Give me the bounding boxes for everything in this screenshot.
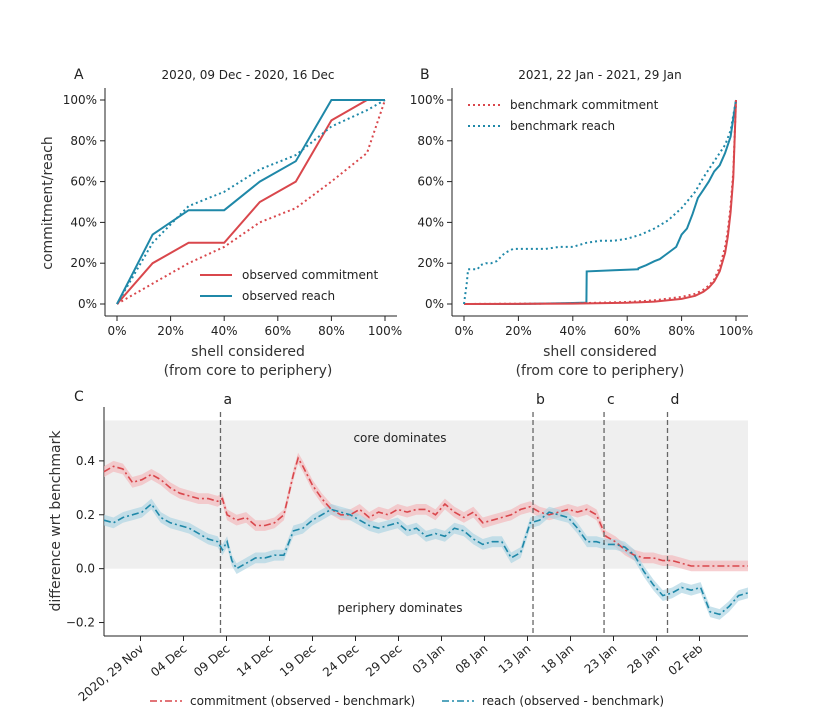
panel-b-xlabel-line1: shell considered (543, 344, 657, 360)
x-tick-label: 0% (454, 324, 473, 338)
x-tick-label: 09 Dec (191, 642, 232, 680)
periphery-dominates-label: periphery dominates (337, 601, 462, 615)
x-tick-label: 100% (368, 324, 402, 338)
event-label-d: d (671, 392, 680, 408)
y-tick-label: 20% (417, 256, 444, 270)
y-tick-label: 100% (410, 93, 444, 107)
x-tick-label: 20% (505, 324, 532, 338)
x-tick-label: 02 Feb (666, 642, 706, 679)
legend-label: commitment (observed - benchmark) (190, 694, 415, 708)
confidence-band (104, 498, 748, 620)
core-dominates-label: core dominates (353, 431, 446, 445)
panel-b-legend: benchmark commitment benchmark reach (468, 98, 659, 133)
panel-c: C difference wrt benchmark core dominate… (48, 389, 749, 708)
x-tick-label: 100% (719, 324, 753, 338)
y-tick-label: 60% (70, 175, 97, 189)
legend-label: observed commitment (242, 268, 378, 282)
panel-b-letter: B (420, 67, 430, 83)
legend-label: benchmark commitment (510, 98, 659, 112)
y-tick-label: 100% (63, 93, 97, 107)
x-tick-label: 04 Dec (148, 642, 189, 680)
x-tick-label: 29 Dec (363, 642, 404, 680)
y-tick-label: 0.0 (76, 562, 95, 576)
y-tick-label: 80% (417, 134, 444, 148)
x-tick-label: 14 Dec (234, 642, 275, 680)
x-tick-label: 23 Jan (582, 642, 620, 677)
x-tick-label: 0% (107, 324, 126, 338)
x-tick-label: 2020, 29 Nov (76, 642, 147, 705)
panel-a-xlabel-line1: shell considered (191, 344, 305, 360)
x-tick-label: 08 Jan (453, 642, 491, 677)
panel-a-ylabel: commitment/reach (40, 136, 56, 269)
panel-b-xlabel-line2: (from core to periphery) (516, 363, 685, 379)
panel-a-xlabel-line2: (from core to periphery) (164, 363, 333, 379)
x-tick-label: 40% (559, 324, 586, 338)
panel-a-letter: A (74, 67, 84, 83)
panel-c-legend: commitment (observed - benchmark) reach (… (150, 694, 664, 708)
series-reach-observed-benchmark- (103, 502, 749, 616)
x-tick-label: 28 Jan (625, 642, 663, 677)
x-tick-label: 60% (264, 324, 291, 338)
y-tick-label: 0.4 (76, 454, 95, 468)
series-observed-commitment (463, 99, 737, 305)
x-tick-label: 40% (211, 324, 238, 338)
confidence-band (104, 452, 748, 572)
x-tick-label: 60% (614, 324, 641, 338)
x-tick-label: 19 Dec (277, 642, 318, 680)
y-tick-label: 20% (70, 256, 97, 270)
panel-a-title: 2020, 09 Dec - 2020, 16 Dec (162, 68, 335, 82)
event-label-a: a (223, 392, 232, 408)
panel-a: A 2020, 09 Dec - 2020, 16 Dec commitment… (40, 67, 402, 379)
panel-b-title: 2021, 22 Jan - 2021, 29 Jan (518, 68, 681, 82)
x-tick-label: 80% (318, 324, 345, 338)
event-label-c: c (607, 392, 615, 408)
panel-c-ylabel: difference wrt benchmark (48, 430, 64, 612)
x-tick-label: 13 Jan (496, 642, 534, 677)
panel-c-letter: C (74, 389, 84, 405)
legend-label: observed reach (242, 289, 335, 303)
legend-label: reach (observed - benchmark) (482, 694, 664, 708)
x-tick-label: 24 Dec (320, 642, 361, 680)
legend-label: benchmark reach (510, 119, 615, 133)
x-tick-label: 80% (668, 324, 695, 338)
series-benchmark-reach (463, 99, 737, 305)
panel-b: B 2021, 22 Jan - 2021, 29 Jan shell cons… (410, 67, 753, 379)
panel-a-legend: observed commitment observed reach (200, 268, 378, 303)
y-tick-label: 80% (70, 134, 97, 148)
y-tick-label: 40% (417, 215, 444, 229)
y-tick-label: 0% (78, 297, 97, 311)
series-observed-reach (464, 99, 737, 305)
event-label-b: b (536, 392, 545, 408)
series-observed-reach (116, 99, 385, 305)
y-tick-label: 0.2 (76, 508, 95, 522)
series-observed-commitment (116, 99, 385, 305)
y-tick-label: −0.2 (66, 616, 95, 630)
x-tick-label: 03 Jan (410, 642, 448, 677)
x-tick-label: 18 Jan (539, 642, 577, 677)
y-tick-label: 0% (425, 297, 444, 311)
x-tick-label: 20% (157, 324, 184, 338)
y-tick-label: 40% (70, 215, 97, 229)
y-tick-label: 60% (417, 175, 444, 189)
